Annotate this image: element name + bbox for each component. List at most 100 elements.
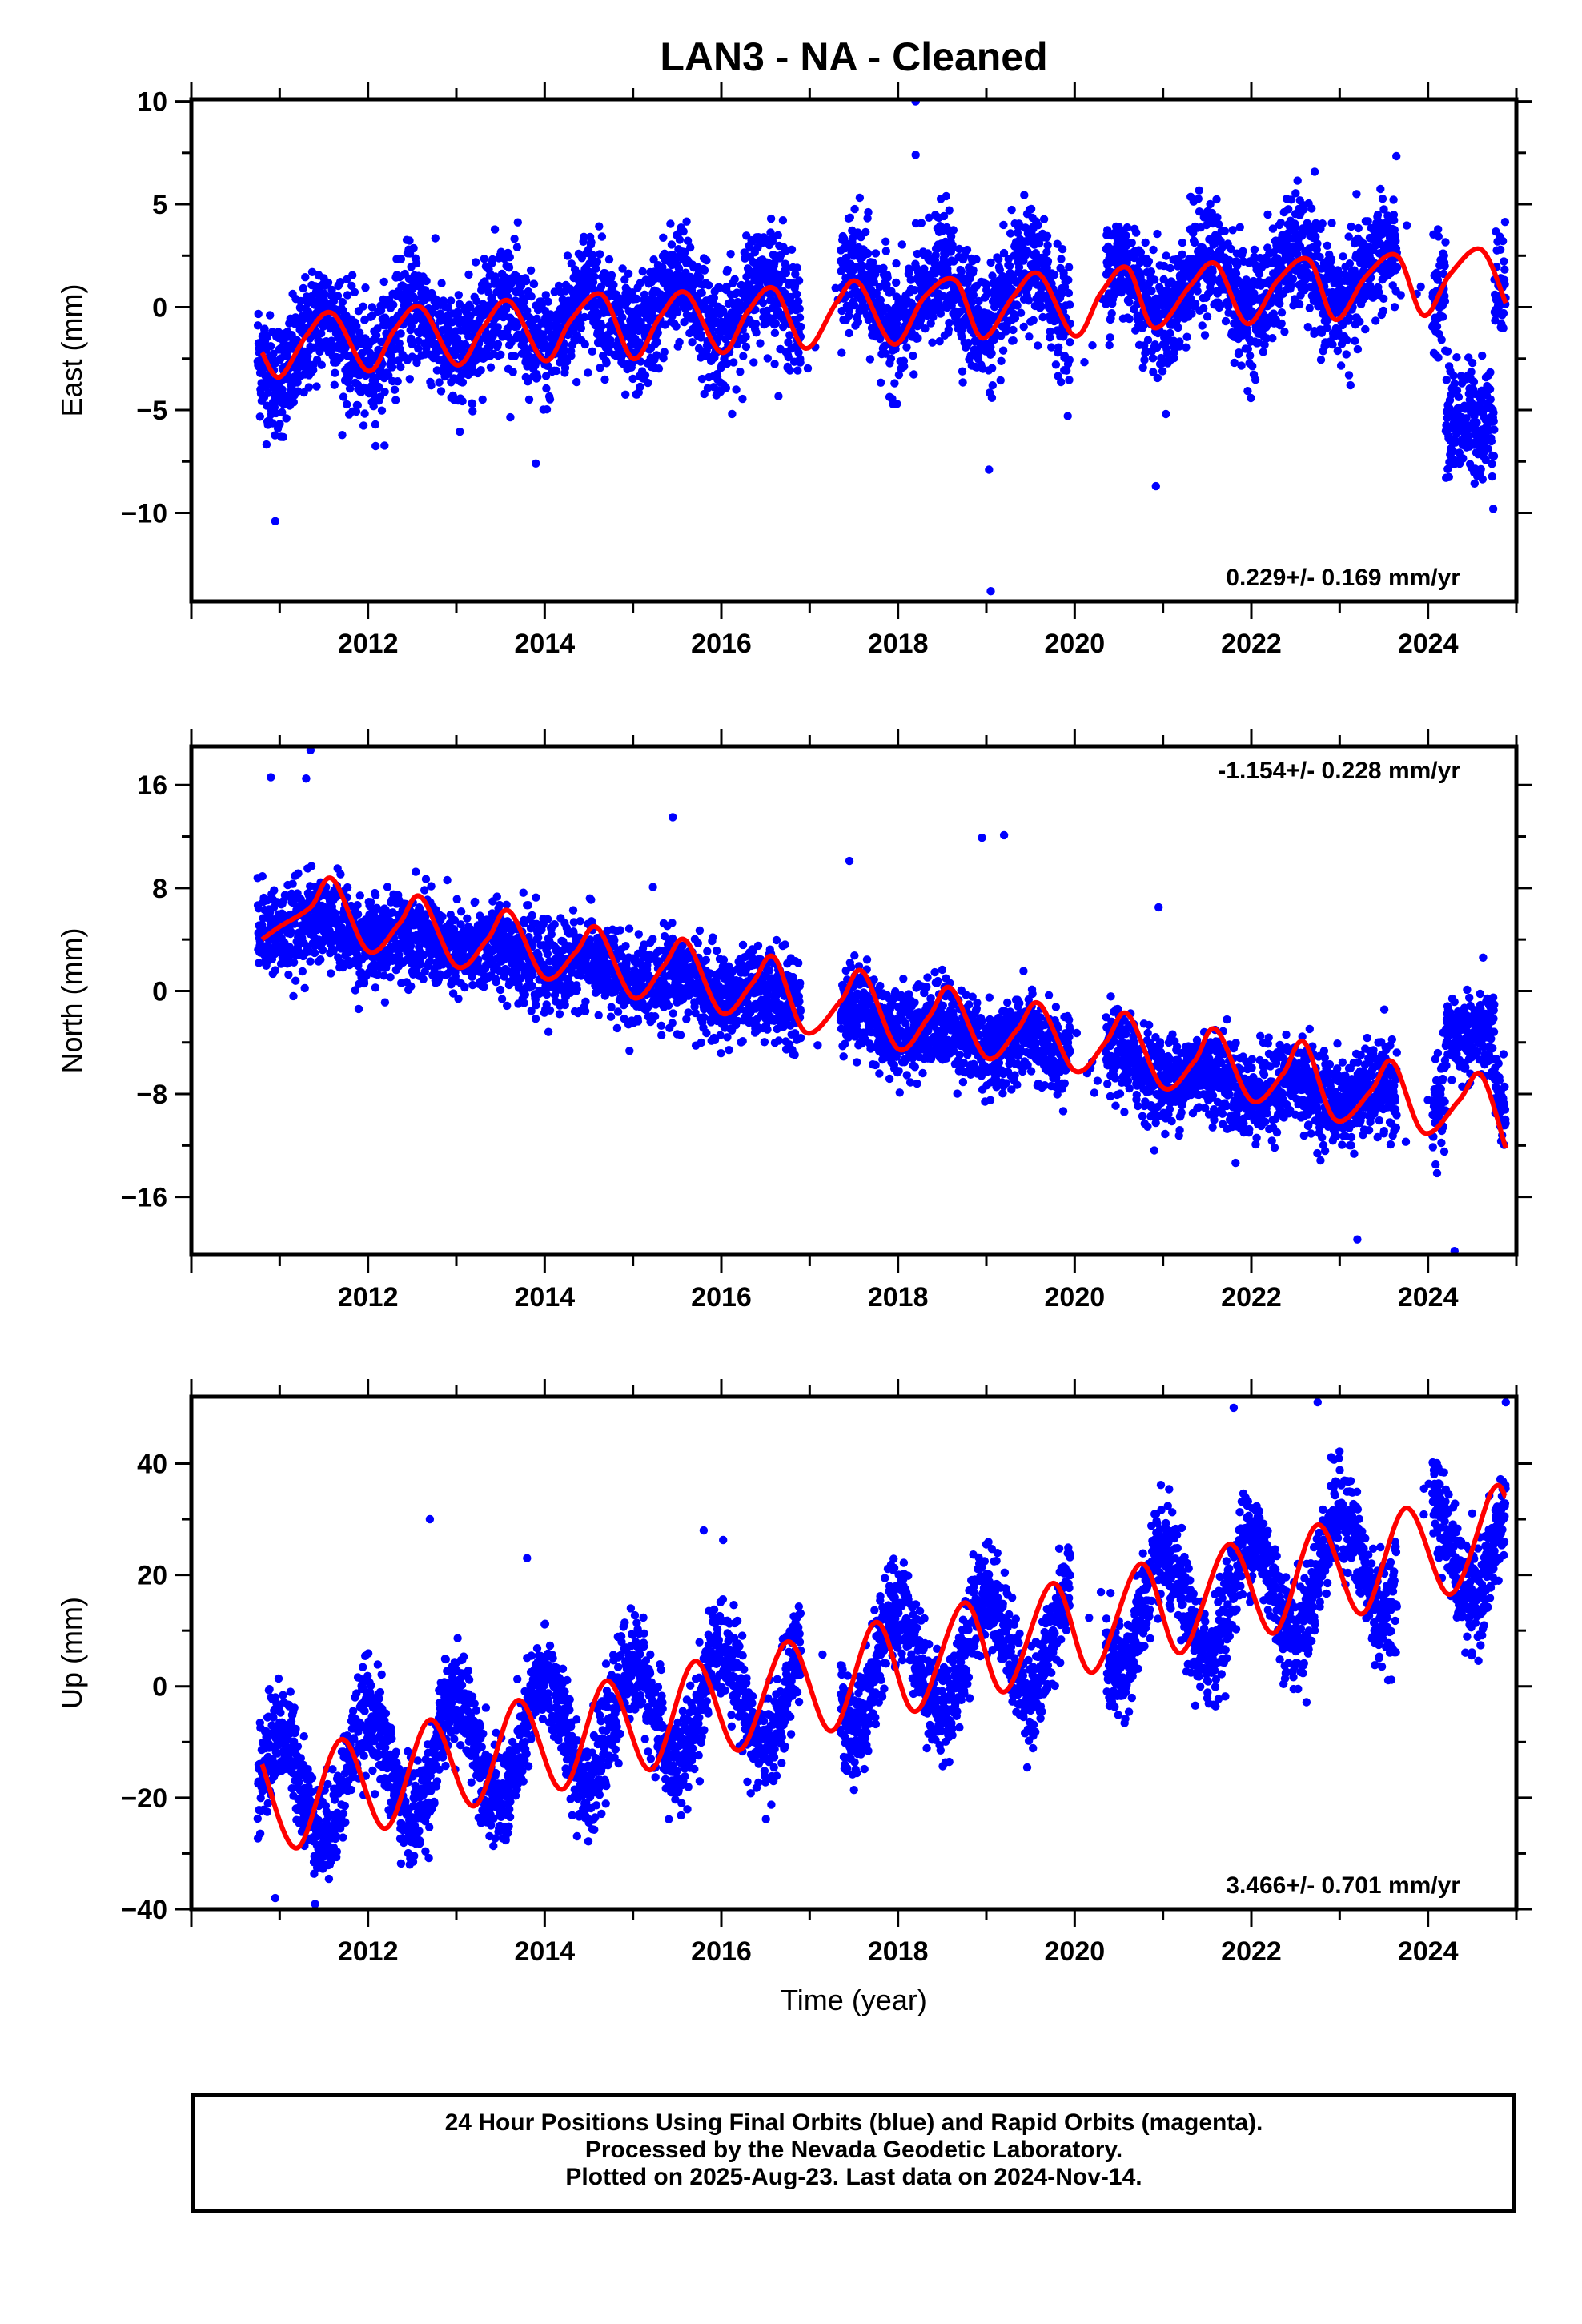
east-point <box>263 332 271 341</box>
east-point <box>468 400 477 408</box>
east-point <box>1194 195 1203 203</box>
east-point <box>1016 308 1026 317</box>
east-point <box>756 339 765 348</box>
east-point <box>1009 336 1018 345</box>
east-point <box>456 427 464 436</box>
east-point <box>770 259 779 267</box>
east-point <box>262 440 271 449</box>
east-point <box>1178 238 1187 247</box>
east-point <box>752 328 761 337</box>
east-point <box>909 370 918 379</box>
east-point <box>881 237 890 246</box>
east-point <box>1318 219 1327 228</box>
east-point <box>343 400 351 409</box>
east-point <box>435 378 444 387</box>
east-point <box>1166 328 1174 338</box>
east-point <box>458 378 468 387</box>
east-y-tick-label: 0 <box>152 293 167 324</box>
east-point <box>255 412 264 421</box>
east-point <box>949 226 958 235</box>
east-point <box>1313 239 1322 248</box>
east-point <box>580 232 588 241</box>
east-point <box>998 346 1008 355</box>
east-point <box>596 250 604 259</box>
east-point <box>906 275 915 284</box>
east-point <box>563 251 572 260</box>
east-y-tick-label: −10 <box>121 499 167 529</box>
east-point <box>1390 303 1399 312</box>
east-point <box>287 331 296 340</box>
east-point <box>1500 218 1510 227</box>
east-point <box>1467 368 1476 376</box>
east-point <box>1437 336 1446 344</box>
east-point <box>792 290 801 299</box>
east-point <box>1039 215 1049 223</box>
east-point <box>1193 287 1202 296</box>
east-x-tick-label: 2024 <box>1398 629 1459 659</box>
east-point <box>409 243 418 253</box>
east-point <box>275 420 284 428</box>
east-point <box>1443 347 1452 356</box>
east-point <box>524 395 534 404</box>
east-point <box>348 271 357 279</box>
east-point <box>1088 341 1097 350</box>
east-point <box>1355 317 1364 326</box>
east-point <box>1150 275 1159 284</box>
east-point <box>380 441 389 450</box>
east-point <box>861 227 870 237</box>
east-point <box>879 263 888 272</box>
east-point <box>345 384 355 393</box>
east-point <box>359 302 367 311</box>
east-point <box>1489 416 1498 426</box>
east-point <box>510 235 519 243</box>
east-point <box>1499 308 1508 318</box>
east-point <box>361 283 370 292</box>
east-point <box>1050 270 1059 279</box>
east-point <box>726 250 735 259</box>
east-point <box>493 323 502 332</box>
east-x-tick-label: 2020 <box>1045 629 1106 659</box>
east-point <box>1353 344 1363 354</box>
east-point <box>1293 176 1302 185</box>
east-point <box>871 249 881 258</box>
east-point <box>785 366 794 375</box>
east-point <box>1248 362 1257 371</box>
east-point <box>307 267 317 276</box>
east-point <box>682 217 691 226</box>
east-point <box>371 420 380 429</box>
east-point <box>317 360 326 369</box>
east-point <box>881 247 891 255</box>
east-point <box>533 372 542 381</box>
east-point <box>396 329 405 338</box>
east-x-tick-label: 2012 <box>338 629 399 659</box>
east-point <box>1107 309 1116 318</box>
east-point <box>894 370 904 380</box>
east-point <box>778 275 787 284</box>
east-point <box>460 340 470 348</box>
east-point <box>607 271 616 279</box>
east-point <box>369 402 378 411</box>
east-point <box>1478 351 1487 360</box>
east-point <box>560 346 569 355</box>
north-point <box>284 970 293 979</box>
east-point <box>299 388 308 397</box>
east-y-tick-label: 10 <box>137 87 167 118</box>
east-point <box>488 255 497 264</box>
east-point <box>782 263 791 272</box>
east-point <box>771 319 780 328</box>
east-point <box>550 287 559 296</box>
east-point <box>269 349 278 358</box>
east-point <box>592 257 602 267</box>
east-point <box>422 344 431 353</box>
east-point <box>1490 425 1499 434</box>
east-point <box>1046 327 1054 336</box>
east-point <box>763 354 772 363</box>
east-point <box>1208 267 1217 276</box>
east-point <box>636 320 645 329</box>
north-data-points <box>253 746 1510 1255</box>
east-point <box>1259 348 1268 356</box>
east-point <box>541 372 551 380</box>
east-point <box>673 308 682 316</box>
east-point <box>794 348 803 357</box>
east-point <box>741 332 750 341</box>
